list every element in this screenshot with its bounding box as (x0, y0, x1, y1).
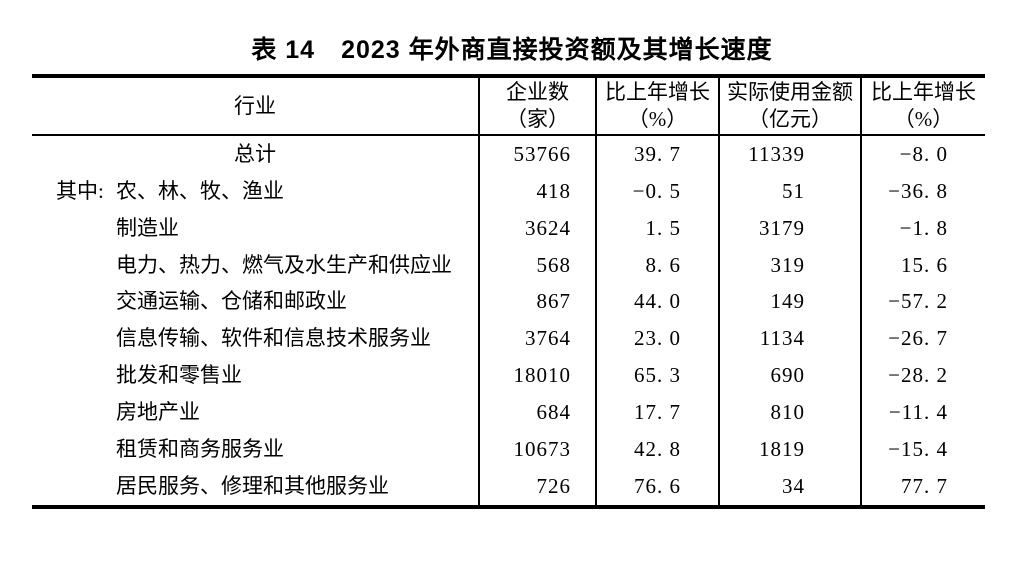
industry-label: 总计 (234, 141, 276, 166)
amount-growth-cell: −11. 4 (860, 394, 985, 432)
enterprises-growth-cell: 1. 5 (595, 209, 718, 247)
amount-cell: 149 (718, 283, 860, 321)
among-which-prefix: 其中: (56, 178, 104, 203)
enterprises-growth-cell: 65. 3 (595, 357, 718, 395)
industry-cell: 批发和零售业 (32, 357, 478, 394)
industry-cell: 信息传输、软件和信息技术服务业 (32, 320, 478, 357)
enterprises-growth-cell: 23. 0 (595, 320, 718, 358)
industry-label: 农、林、牧、渔业 (116, 178, 284, 203)
enterprises-cell: 3624 (478, 209, 595, 247)
amount-growth-cell: −57. 2 (860, 283, 985, 321)
industry-label: 房地产业 (116, 400, 200, 425)
enterprises-growth-cell: 42. 8 (595, 431, 718, 469)
enterprises-growth-cell: −0. 5 (595, 172, 718, 210)
enterprises-cell: 18010 (478, 357, 595, 395)
enterprises-cell: 684 (478, 394, 595, 432)
amount-growth-cell: −8. 0 (860, 136, 985, 173)
col-header-amount: 实际使用金额 （亿元） (718, 78, 860, 136)
industry-cell: 房地产业 (32, 394, 478, 431)
amount-cell: 11339 (718, 136, 860, 173)
industry-cell: 电力、热力、燃气及水生产和供应业 (32, 247, 478, 284)
amount-cell: 34 (718, 468, 860, 505)
amount-growth-cell: 15. 6 (860, 246, 985, 284)
amount-growth-cell: −36. 8 (860, 172, 985, 210)
enterprises-cell: 418 (478, 172, 595, 210)
industry-label: 交通运输、仓储和邮政业 (116, 289, 347, 314)
enterprises-cell: 867 (478, 283, 595, 321)
industry-cell: 制造业 (32, 210, 478, 247)
industry-label: 居民服务、修理和其他服务业 (116, 473, 389, 498)
industry-cell: 租赁和商务服务业 (32, 431, 478, 468)
amount-cell: 3179 (718, 209, 860, 247)
industry-label: 批发和零售业 (116, 363, 242, 388)
amount-cell: 1819 (718, 431, 860, 469)
industry-cell: 交通运输、仓储和邮政业 (32, 284, 478, 321)
enterprises-cell: 53766 (478, 136, 595, 173)
enterprises-growth-cell: 44. 0 (595, 283, 718, 321)
industry-cell: 总计 (32, 136, 478, 173)
enterprises-cell: 568 (478, 246, 595, 284)
amount-cell: 51 (718, 172, 860, 210)
enterprises-cell: 10673 (478, 431, 595, 469)
amount-cell: 319 (718, 246, 860, 284)
enterprises-growth-cell: 39. 7 (595, 136, 718, 173)
fdi-table: 行业 企业数 （家） 比上年增长 （%） 实际使用金额 （亿元） 比上年增长 （… (32, 74, 985, 509)
enterprises-cell: 726 (478, 468, 595, 505)
amount-growth-cell: −1. 8 (860, 209, 985, 247)
enterprises-cell: 3764 (478, 320, 595, 358)
amount-growth-cell: 77. 7 (860, 468, 985, 505)
enterprises-growth-cell: 17. 7 (595, 394, 718, 432)
table-title: 表 14 2023 年外商直接投资额及其增长速度 (251, 36, 773, 64)
industry-label: 制造业 (116, 215, 179, 240)
industry-label: 租赁和商务服务业 (116, 436, 284, 461)
amount-cell: 810 (718, 394, 860, 432)
amount-growth-cell: −15. 4 (860, 431, 985, 469)
col-header-amount-growth: 比上年增长 （%） (860, 78, 985, 136)
industry-label: 电力、热力、燃气及水生产和供应业 (116, 252, 452, 277)
industry-cell: 居民服务、修理和其他服务业 (32, 468, 478, 505)
enterprises-growth-cell: 76. 6 (595, 468, 718, 505)
industry-label: 信息传输、软件和信息技术服务业 (116, 326, 431, 351)
amount-growth-cell: −28. 2 (860, 357, 985, 395)
amount-cell: 1134 (718, 320, 860, 358)
enterprises-growth-cell: 8. 6 (595, 246, 718, 284)
col-header-enterprises-growth: 比上年增长 （%） (595, 78, 718, 136)
col-header-industry: 行业 (32, 78, 478, 136)
amount-growth-cell: −26. 7 (860, 320, 985, 358)
col-header-enterprises: 企业数 （家） (478, 78, 595, 136)
industry-cell: 其中: 农、林、牧、渔业 (32, 173, 478, 210)
amount-cell: 690 (718, 357, 860, 395)
